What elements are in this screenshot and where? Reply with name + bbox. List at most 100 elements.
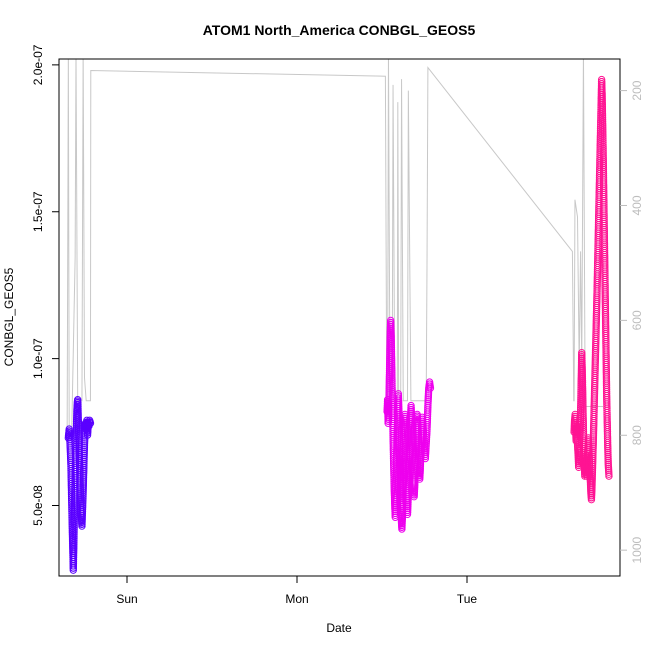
data-point xyxy=(79,491,87,499)
data-point xyxy=(589,446,597,455)
data-point xyxy=(80,459,88,468)
data-point xyxy=(588,466,597,474)
data-point xyxy=(79,481,88,489)
data-point xyxy=(80,467,88,475)
data-point xyxy=(79,471,88,479)
data-point xyxy=(386,328,395,336)
data-point xyxy=(80,449,88,458)
data-point xyxy=(604,445,612,453)
data-point xyxy=(588,484,596,492)
data-point xyxy=(80,451,88,460)
data-point xyxy=(588,472,596,480)
data-point xyxy=(604,458,612,467)
x-tick-label: Mon xyxy=(285,592,308,606)
data-point xyxy=(404,498,412,507)
y-tick-label: 1.5e-07 xyxy=(31,191,45,232)
y2-tick-label: 1000 xyxy=(630,536,644,563)
data-point xyxy=(588,464,597,472)
data-point xyxy=(578,358,586,367)
x-axis: Sun Mon Tue xyxy=(116,576,477,606)
data-point xyxy=(588,480,596,488)
data-point xyxy=(79,479,88,487)
data-point xyxy=(80,447,88,456)
data-point xyxy=(604,452,612,461)
y-tick-label: 2.0e-07 xyxy=(31,44,45,85)
series-1 xyxy=(64,396,95,574)
series-2 xyxy=(383,316,435,533)
data-point xyxy=(79,475,88,483)
altitude-series-line xyxy=(66,59,603,431)
data-point xyxy=(74,396,82,404)
data-point xyxy=(79,487,87,495)
data-point xyxy=(588,470,597,478)
data-point xyxy=(79,485,87,493)
data-point xyxy=(578,356,586,365)
x-axis-label: Date xyxy=(326,621,352,635)
data-point xyxy=(391,505,400,514)
series-3 xyxy=(570,75,613,504)
data-point xyxy=(588,482,596,490)
data-point xyxy=(589,443,597,451)
y2-tick-label: 600 xyxy=(630,310,644,330)
data-point xyxy=(79,469,88,477)
data-point xyxy=(80,444,89,452)
data-point xyxy=(80,457,88,466)
data-point xyxy=(80,442,89,450)
data-point xyxy=(86,419,95,427)
data-point xyxy=(80,463,88,472)
data-point xyxy=(578,352,586,361)
data-point xyxy=(578,351,586,359)
data-point xyxy=(588,460,597,469)
data-point xyxy=(588,476,596,484)
data-point xyxy=(386,330,394,338)
data-point xyxy=(410,484,419,492)
y2-tick-label: 400 xyxy=(630,195,644,215)
data-point xyxy=(589,456,597,465)
data-point xyxy=(411,482,419,490)
data-point xyxy=(589,441,597,449)
data-point xyxy=(604,443,612,451)
data-point xyxy=(426,384,435,392)
data-point xyxy=(589,452,597,461)
data-point xyxy=(79,483,87,491)
data-point xyxy=(79,477,88,485)
x-tick-label: Tue xyxy=(457,592,478,606)
data-point xyxy=(80,461,88,470)
y2-tick-label: 200 xyxy=(630,80,644,100)
data-point xyxy=(411,480,419,488)
y-tick-label: 1.0e-07 xyxy=(31,338,45,379)
y2-tick-label: 800 xyxy=(630,425,644,445)
data-point xyxy=(80,455,88,464)
plot-frame xyxy=(58,58,621,577)
y-axis: 5.0e-08 1.0e-07 1.5e-07 2.0e-07 xyxy=(31,44,59,526)
data-point xyxy=(404,496,412,505)
data-point xyxy=(79,492,87,501)
y2-axis: 200 400 600 800 1000 xyxy=(620,80,644,564)
data-point xyxy=(605,472,613,480)
data-point xyxy=(589,454,597,463)
data-point xyxy=(80,445,89,454)
data-point xyxy=(80,465,88,473)
data-point xyxy=(578,360,586,369)
data-point xyxy=(79,489,87,497)
data-point xyxy=(75,439,83,447)
points-layer xyxy=(64,75,613,574)
altitude-line-layer xyxy=(66,59,603,431)
data-point xyxy=(589,445,597,453)
data-point xyxy=(604,454,612,463)
data-point xyxy=(588,458,597,467)
data-point xyxy=(386,332,394,340)
x-tick-label: Sun xyxy=(116,592,137,606)
y-tick-label: 5.0e-08 xyxy=(31,485,45,526)
data-point xyxy=(80,453,88,462)
data-point xyxy=(588,468,597,476)
data-point xyxy=(74,419,83,427)
data-point xyxy=(578,349,586,357)
chart-title: ATOM1 North_America CONBGL_GEOS5 xyxy=(203,22,476,38)
data-point xyxy=(391,507,400,516)
data-point xyxy=(74,421,83,429)
data-point xyxy=(589,448,597,457)
data-point xyxy=(604,446,612,455)
